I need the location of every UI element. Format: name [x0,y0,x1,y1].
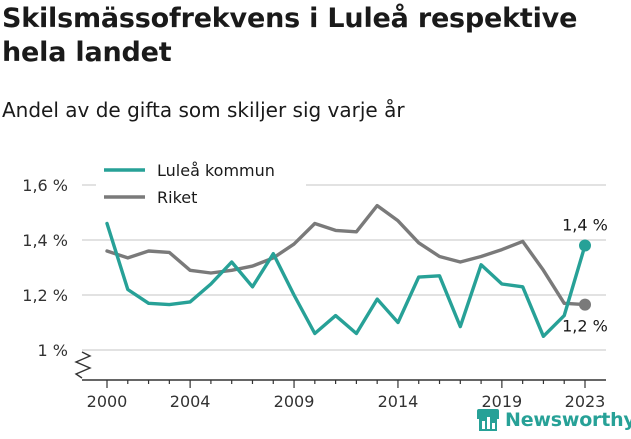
lulea-end-point [579,239,591,252]
riket-line [105,203,587,307]
legend-background [96,156,306,212]
x-tick-label: 2009 [274,392,315,411]
x-tick-label: 2014 [378,392,419,411]
legend-label: Luleå kommun [157,161,275,180]
legend-label: Riket [157,188,197,207]
y-tick-label: 1,2 % [22,286,68,305]
lulea-line [105,221,587,338]
y-tick-label: 1 % [38,341,68,360]
riket-end-label: 1,2 % [562,317,608,336]
x-tick-label: 2023 [565,392,606,411]
newsworthy-logo: Newsworthy [475,407,631,433]
axes: 1 % 1,2 % 1,4 % 1,6 % 2000 2004 2009 2014 2019 20… [22,176,606,411]
end-labels: 1,4 % 1,2 % [562,216,608,336]
y-tick-label: 1,4 % [22,231,68,250]
legend: Luleå kommun Riket [96,156,306,212]
lulea-end-label: 1,4 % [562,216,608,235]
chart-title: Skilsmässofrekvens i Luleå respektive he… [2,3,578,68]
brand-name: Newsworthy [505,409,631,431]
chart-subtitle: Andel av de gifta som skiljer sig varje … [2,98,405,122]
axis-break-icon [74,351,92,379]
x-tick-label: 2019 [482,392,523,411]
riket-end-point [579,298,591,311]
x-tick-label: 2004 [170,392,211,411]
x-tick-label: 2000 [87,392,128,411]
series-lines [105,203,591,338]
y-tick-label: 1,6 % [22,176,68,195]
newsworthy-chart-icon [477,409,499,431]
